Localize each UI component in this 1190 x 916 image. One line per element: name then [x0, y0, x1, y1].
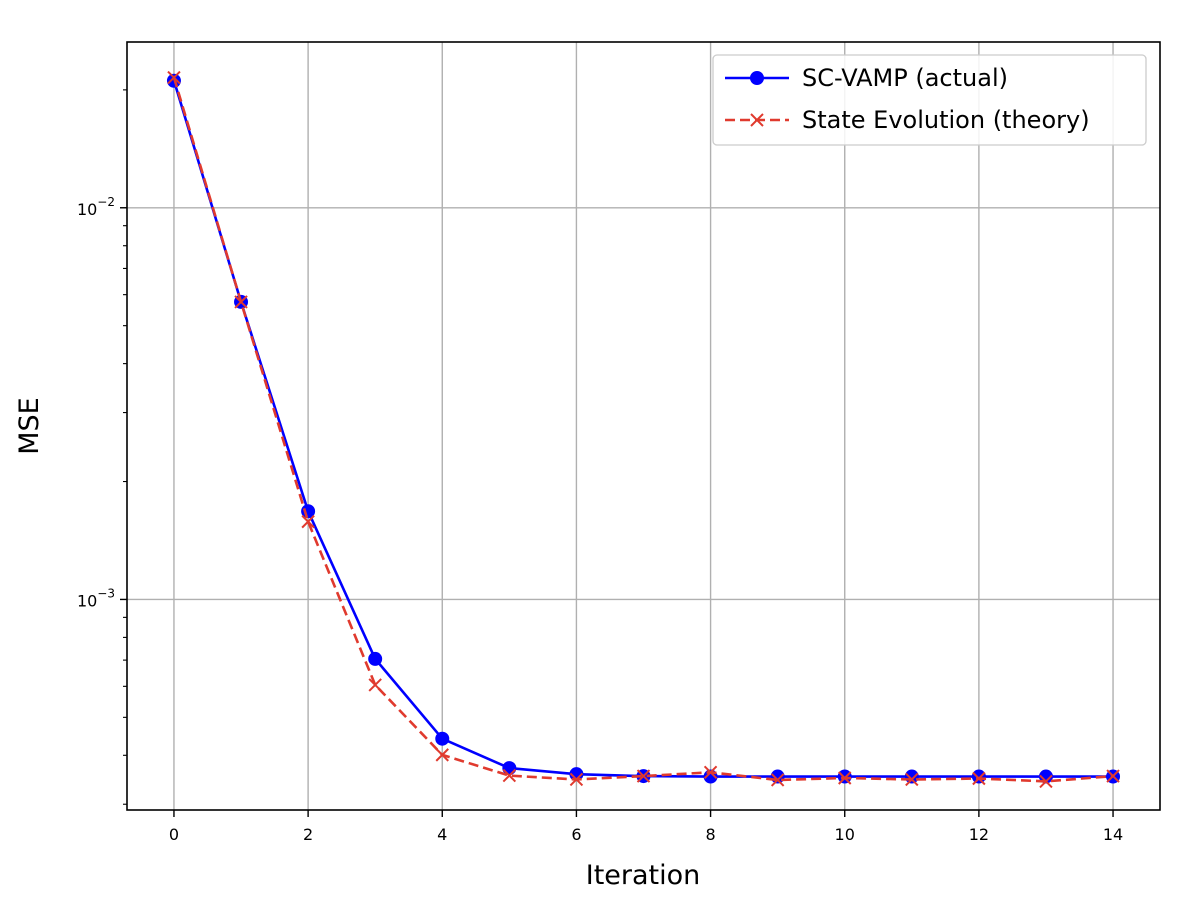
axis-ticks: 0 2 4 6 8 10 12 14 10−3 10−2 — [77, 89, 1123, 844]
x-tick-label: 6 — [571, 825, 581, 844]
data-point-x — [435, 748, 449, 762]
data-point-x — [1039, 774, 1053, 789]
data-point-circle — [971, 769, 986, 784]
legend-item: State Evolution (theory) — [725, 106, 1090, 134]
y-tick-label: 10−2 — [77, 195, 115, 219]
data-point-circle — [368, 651, 383, 666]
data-point-circle — [435, 731, 450, 746]
data-point-circle — [1038, 769, 1053, 784]
data-point-x — [502, 768, 517, 783]
data-point-circle — [502, 761, 517, 776]
legend-box — [712, 54, 1147, 146]
data-point-x — [301, 514, 315, 529]
y-axis-title: MSE — [14, 397, 45, 455]
data-point-x — [1106, 769, 1120, 783]
data-point-x — [368, 678, 382, 692]
legend-label: State Evolution (theory) — [802, 106, 1090, 134]
x-tick-label: 12 — [969, 825, 989, 844]
data-point-x — [569, 772, 584, 787]
data-point-x — [750, 113, 764, 127]
plot-area-frame — [126, 41, 1161, 811]
data-point-x — [167, 70, 181, 85]
x-axis-title: Iteration — [586, 860, 701, 891]
legend-item: SC-VAMP (actual) — [725, 64, 1008, 92]
data-point-circle — [837, 769, 852, 784]
data-point-circle — [750, 71, 764, 85]
data-point-x — [234, 295, 248, 309]
series-layer — [166, 70, 1121, 789]
x-tick-label: 0 — [169, 825, 179, 844]
data-point-x — [636, 769, 651, 783]
data-point-x — [770, 773, 785, 787]
data-point-x — [972, 771, 986, 786]
x-tick-label: 10 — [835, 825, 855, 844]
x-tick-label: 14 — [1103, 825, 1123, 844]
x-tick-label: 2 — [303, 825, 313, 844]
x-tick-label: 4 — [437, 825, 447, 844]
legend: SC-VAMP (actual) State Evolution (theory) — [712, 54, 1147, 146]
series-state-evolution-theory — [167, 70, 1120, 789]
data-point-x — [905, 772, 919, 787]
y-tick-label: 10−3 — [77, 586, 115, 610]
data-point-x — [838, 771, 852, 785]
legend-label: SC-VAMP (actual) — [802, 64, 1008, 92]
grid-lines — [127, 42, 1160, 810]
data-point-circle — [904, 769, 919, 784]
x-tick-label: 8 — [705, 825, 715, 844]
data-point-x — [703, 765, 718, 779]
